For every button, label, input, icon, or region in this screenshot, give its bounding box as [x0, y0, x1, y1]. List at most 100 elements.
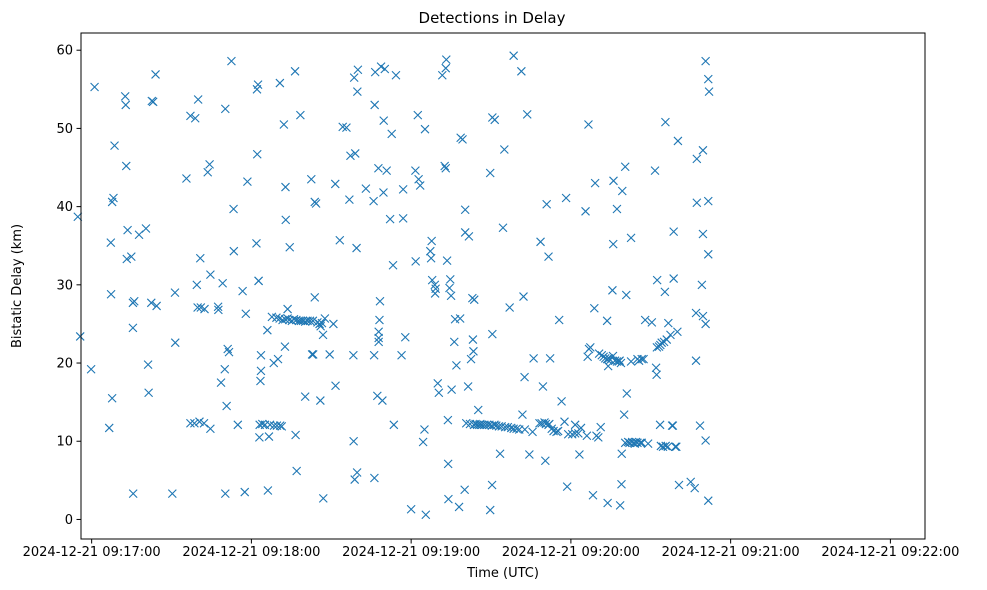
data-point: [222, 401, 232, 411]
data-point: [380, 64, 390, 74]
data-point: [148, 97, 158, 107]
data-point: [206, 270, 215, 280]
data-point: [310, 292, 320, 302]
data-point: [374, 333, 384, 343]
data-point: [109, 193, 118, 203]
data-point: [398, 185, 408, 194]
data-point: [146, 298, 156, 308]
data-point: [455, 314, 465, 323]
y-axis-label: Bistatic Delay (km): [10, 224, 25, 348]
data-point: [652, 275, 662, 285]
data-point: [426, 253, 436, 263]
data-point: [452, 360, 461, 370]
data-point: [330, 179, 340, 189]
data-point: [692, 198, 702, 208]
data-point: [193, 303, 203, 312]
data-point: [387, 129, 397, 139]
data-point: [90, 82, 99, 92]
data-point: [151, 70, 160, 79]
data-point: [300, 392, 310, 402]
data-point: [253, 80, 263, 90]
data-point: [290, 66, 300, 76]
data-point: [557, 396, 566, 406]
data-point: [691, 356, 701, 366]
data-point: [106, 289, 116, 299]
data-point: [600, 353, 610, 363]
data-point: [647, 317, 657, 327]
data-point: [612, 204, 622, 214]
data-point: [240, 487, 250, 497]
data-point: [420, 124, 430, 134]
y-tick-label: 0: [65, 513, 73, 528]
data-point: [374, 327, 384, 337]
data-point: [460, 205, 470, 215]
data-point: [223, 344, 233, 354]
data-point: [663, 318, 673, 328]
data-point: [622, 389, 632, 398]
data-point: [275, 78, 285, 88]
data-point: [411, 256, 421, 266]
data-point: [400, 332, 410, 342]
data-point: [192, 280, 202, 290]
data-point: [441, 63, 451, 73]
data-point: [582, 431, 592, 441]
data-point: [485, 505, 495, 515]
data-point: [691, 308, 701, 318]
data-point: [269, 421, 279, 430]
data-point: [553, 426, 563, 436]
data-point: [516, 66, 526, 76]
data-point: [498, 223, 508, 233]
data-point: [670, 442, 680, 452]
data-point: [106, 238, 116, 247]
data-point: [608, 285, 617, 295]
data-point: [120, 91, 130, 101]
data-point: [460, 485, 470, 495]
data-point: [458, 134, 467, 144]
data-point: [218, 278, 228, 288]
x-tick-label: 2024-12-21 09:18:00: [182, 545, 320, 560]
data-point: [469, 346, 478, 356]
data-point: [291, 430, 300, 440]
data-point: [122, 254, 132, 264]
data-point: [213, 305, 223, 315]
data-point: [126, 252, 136, 262]
data-point: [349, 73, 359, 82]
data-point: [666, 330, 675, 340]
data-point: [661, 441, 671, 451]
data-point: [318, 493, 328, 503]
data-point: [229, 246, 239, 256]
data-point: [669, 274, 679, 283]
data-point: [206, 424, 215, 434]
data-point: [444, 494, 453, 504]
data-point: [518, 410, 527, 420]
data-point: [335, 235, 345, 245]
data-point: [643, 439, 653, 448]
data-point: [657, 338, 667, 348]
data-point: [306, 174, 316, 184]
data-point: [378, 396, 387, 405]
data-point: [615, 356, 625, 366]
data-point: [425, 246, 435, 256]
data-point: [121, 161, 131, 171]
data-point: [338, 122, 348, 132]
data-point: [186, 111, 195, 121]
data-point: [431, 284, 441, 294]
data-point: [292, 466, 302, 476]
data-point: [668, 421, 678, 430]
data-point: [703, 74, 713, 84]
data-point: [369, 196, 378, 206]
data-point: [626, 233, 636, 243]
data-point: [315, 396, 325, 405]
data-point: [673, 327, 682, 337]
data-point: [413, 110, 423, 120]
data-point: [289, 314, 299, 324]
data-point: [391, 70, 401, 80]
data-point: [385, 214, 395, 224]
data-point: [144, 388, 154, 398]
x-axis-label: Time (UTC): [466, 566, 539, 581]
data-point: [317, 318, 327, 328]
data-point: [318, 330, 328, 340]
data-point: [411, 166, 420, 176]
